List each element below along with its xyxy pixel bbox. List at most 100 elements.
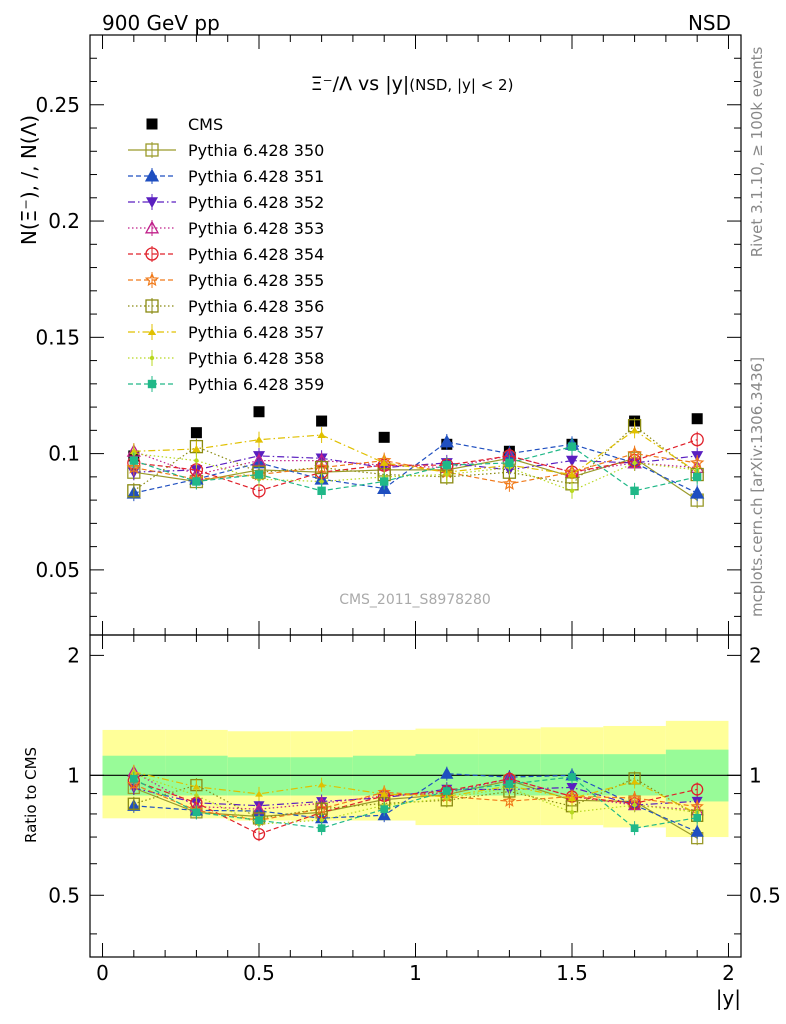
legend-label: Pythia 6.428 359 — [188, 375, 324, 394]
data-point — [692, 472, 702, 482]
watermark-label: CMS_2011_S8978280 — [339, 592, 491, 608]
legend-label: Pythia 6.428 352 — [188, 193, 324, 212]
data-point — [630, 486, 639, 496]
ratio-xlabel: |y| — [716, 986, 741, 1010]
series-6 — [126, 445, 705, 492]
data-point — [632, 460, 637, 466]
ratio-point — [192, 783, 201, 790]
legend-label: Pythia 6.428 350 — [188, 141, 324, 160]
ratio-ytick-label-left: 0.5 — [48, 883, 80, 907]
xtick-label: 1 — [409, 961, 422, 985]
data-point — [690, 433, 704, 447]
legend-label: CMS — [188, 115, 223, 134]
ratio-series-line — [133, 779, 698, 839]
ratio-point — [440, 766, 454, 779]
legend-marker — [144, 220, 160, 234]
series-0 — [128, 406, 703, 462]
ratio-ytick-label-left: 2 — [67, 643, 80, 667]
ratio-point — [317, 781, 326, 788]
legend-label: Pythia 6.428 358 — [188, 349, 324, 368]
data-point — [505, 458, 514, 468]
ratio-point — [630, 778, 639, 785]
data-point — [565, 455, 578, 467]
ratio-point — [442, 787, 451, 795]
legend-marker — [149, 355, 155, 361]
legend-item: Pythia 6.428 357 — [128, 323, 324, 342]
data-point — [380, 459, 389, 466]
ratio-point — [632, 802, 637, 808]
ratio-ylabel: Ratio to CMS — [22, 747, 40, 843]
ratio-point — [691, 783, 704, 796]
series-line — [133, 453, 698, 492]
legend-marker — [147, 328, 157, 335]
main-ylabel: N(Ξ⁻), /, N(Λ) — [17, 115, 41, 245]
xtick-label: 1.5 — [556, 961, 588, 985]
legend-marker — [145, 299, 159, 313]
xtick-label: 2 — [722, 961, 735, 985]
legend-item: Pythia 6.428 358 — [128, 349, 324, 368]
ratio-point — [127, 797, 140, 810]
data-point — [690, 485, 705, 499]
legend-item: Pythia 6.428 353 — [128, 219, 324, 238]
header-right-label: NSD — [688, 11, 731, 35]
legend-label: Pythia 6.428 357 — [188, 323, 324, 342]
legend-marker — [146, 118, 158, 130]
ratio-point — [505, 780, 514, 788]
legend-label: Pythia 6.428 351 — [188, 167, 324, 186]
ratio-point — [502, 794, 517, 807]
ratio-point — [566, 782, 578, 793]
ratio-series-line — [133, 783, 698, 821]
main-ytick-label: 0.2 — [48, 209, 80, 233]
ratio-point — [444, 796, 449, 801]
legend-item: Pythia 6.428 352 — [128, 193, 324, 212]
ratio-point — [693, 813, 702, 822]
legend-item: Pythia 6.428 356 — [128, 297, 324, 316]
series-line — [133, 429, 698, 476]
ratio-point — [630, 824, 639, 833]
series-line — [133, 441, 698, 494]
data-point — [194, 458, 199, 463]
legend-label: Pythia 6.428 354 — [188, 245, 324, 264]
main-ytick-label: 0.1 — [48, 442, 80, 466]
data-point — [569, 488, 575, 494]
series-line — [133, 439, 698, 492]
main-series-group — [126, 406, 705, 509]
ratio-series-line — [133, 773, 698, 825]
series-10 — [129, 438, 702, 499]
ratio-point — [319, 817, 324, 823]
ratio-point — [380, 790, 389, 797]
data-point — [254, 470, 264, 479]
main-title: Ξ⁻/Λ vs |y|(NSD, |y| < 2) — [311, 73, 514, 95]
legend-label: Pythia 6.428 355 — [188, 271, 324, 290]
data-point — [567, 442, 577, 451]
data-point — [254, 436, 264, 443]
ratio-series-line — [133, 778, 698, 835]
legend-item: Pythia 6.428 359 — [128, 375, 324, 394]
legend-item: Pythia 6.428 355 — [128, 271, 324, 290]
data-point — [439, 434, 454, 448]
ratio-point — [255, 816, 263, 825]
data-point — [317, 486, 326, 496]
legend-marker — [144, 168, 160, 182]
series-4 — [126, 443, 705, 483]
data-point — [630, 426, 639, 434]
series-line — [133, 457, 698, 501]
series-line — [133, 445, 698, 492]
legend-marker — [145, 247, 159, 261]
ratio-point — [380, 805, 389, 814]
legend-marker — [144, 272, 160, 287]
legend-item: Pythia 6.428 350 — [128, 141, 324, 160]
ratio-point — [255, 790, 263, 797]
series-line — [133, 452, 698, 485]
data-point — [319, 479, 324, 484]
ratio-ytick-label-right: 1 — [749, 763, 762, 787]
ratio-point — [690, 824, 704, 837]
main-ytick-label: 0.25 — [35, 93, 80, 117]
data-point — [317, 431, 326, 438]
ratio-point — [192, 808, 201, 817]
data-point — [691, 413, 703, 425]
data-point — [502, 476, 517, 490]
rivet-label: Rivet 3.1.10, ≥ 100k events — [748, 47, 766, 258]
data-point — [444, 472, 449, 477]
legend-label: Pythia 6.428 353 — [188, 219, 324, 238]
